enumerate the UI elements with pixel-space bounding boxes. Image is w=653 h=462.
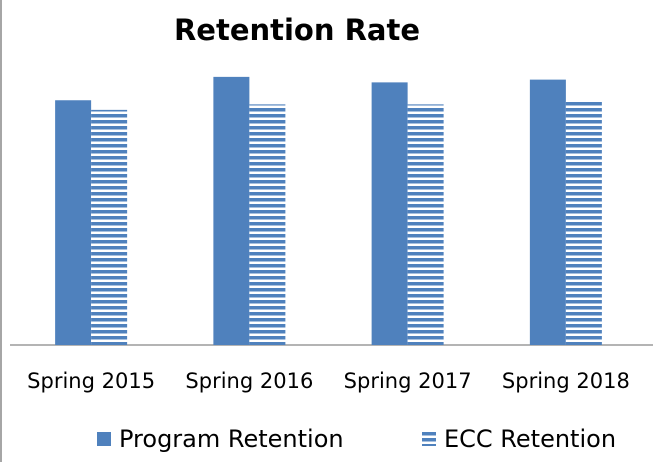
x-tick-label: Spring 2015 [27, 369, 155, 393]
bar [55, 100, 92, 345]
chart-title: Retention Rate [174, 13, 420, 47]
bar [213, 76, 250, 345]
x-tick-label: Spring 2018 [502, 369, 630, 393]
bar [565, 101, 602, 345]
bar [249, 104, 286, 345]
x-tick-label: Spring 2016 [185, 369, 313, 393]
bar [371, 82, 408, 345]
legend-swatch [97, 432, 111, 446]
legend-label: ECC Retention [444, 425, 616, 453]
bar [529, 79, 566, 345]
x-tick-label: Spring 2017 [344, 369, 472, 393]
bar [91, 109, 128, 345]
legend-swatch [422, 432, 436, 446]
legend-label: Program Retention [119, 425, 344, 453]
bar [407, 104, 444, 345]
